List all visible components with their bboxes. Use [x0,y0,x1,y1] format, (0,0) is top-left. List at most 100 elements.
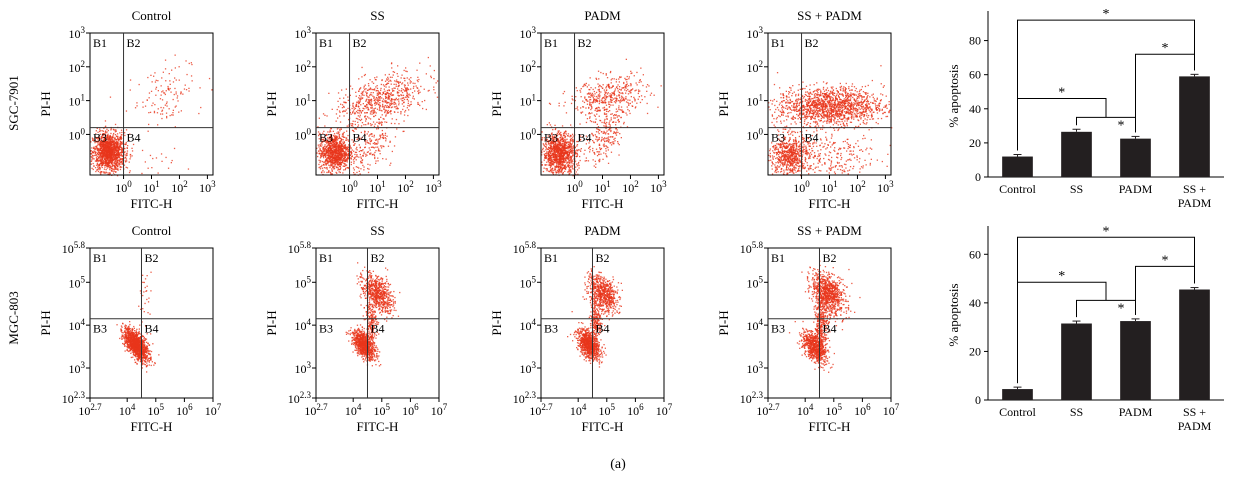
data-point [571,164,573,166]
data-point [116,154,119,156]
data-point [403,96,405,99]
data-point [571,145,573,148]
data-point [417,90,419,92]
data-point [562,171,564,174]
data-point [340,155,342,157]
data-point [604,137,606,139]
data-point [97,150,99,152]
data-point [554,150,556,152]
data-point [377,148,380,150]
data-point [553,156,555,158]
data-point [605,127,607,130]
data-point [100,173,102,175]
data-point [609,97,612,99]
data-point [344,160,346,162]
data-point [334,152,336,155]
data-point [103,137,105,139]
data-point [329,143,331,145]
data-point [558,158,560,160]
data-point [545,147,548,149]
data-point [552,159,554,161]
data-point [376,89,378,92]
data-point [173,147,176,150]
data-point [612,92,614,95]
data-point [545,139,548,141]
data-point [611,78,613,80]
data-point [182,93,184,95]
data-point [340,148,342,150]
data-point [374,151,376,154]
data-point [367,122,369,124]
data-point [111,138,113,140]
data-point [112,157,114,160]
data-point [127,145,129,147]
data-point [326,145,328,147]
data-point [322,155,324,157]
data-point [347,151,350,153]
data-point [559,139,561,142]
data-point [602,107,604,109]
data-point [191,63,193,66]
data-point [103,133,105,135]
data-point [566,138,568,140]
data-point [325,156,327,159]
data-point [105,125,107,127]
data-point [561,167,563,169]
data-point [611,113,613,115]
data-point [417,92,420,95]
data-point [618,107,620,109]
data-point [101,151,103,154]
data-point [104,135,106,137]
data-point [331,164,333,166]
data-point [105,161,107,164]
data-point [378,118,380,121]
data-point [352,105,354,107]
data-point [369,123,372,125]
data-point [157,108,159,110]
data-point [98,143,100,145]
data-point [394,87,396,89]
data-point [126,150,129,152]
data-point [327,140,329,143]
data-point [188,87,190,89]
data-point [557,162,560,164]
data-point [356,101,358,103]
data-point [637,92,639,95]
data-point [119,140,121,142]
data-point [365,124,367,126]
data-point [117,149,119,151]
data-point [374,88,376,90]
data-point [357,109,359,111]
data-point [116,141,118,143]
data-point [561,159,563,161]
data-point [562,161,564,163]
data-point [389,164,391,166]
data-point [108,146,110,149]
data-point [563,134,565,136]
data-point [329,160,331,162]
data-point [587,93,590,95]
data-point [404,109,407,112]
data-point [92,162,94,165]
data-point [106,165,108,168]
data-point [554,135,556,137]
data-point [115,158,117,160]
data-point [620,99,622,101]
data-point [346,125,348,127]
data-point [602,97,604,99]
data-point [387,76,389,78]
data-point [555,158,558,160]
data-point [118,154,121,156]
quadrant-label-b1: B1 [93,36,107,50]
data-point [109,154,111,156]
data-point [385,106,387,108]
data-point [333,168,335,170]
data-point [548,153,550,156]
data-point [349,151,352,153]
data-point [168,89,170,91]
data-point [108,165,110,167]
data-point [383,106,385,109]
data-point [341,155,343,158]
data-point [344,110,346,112]
data-point [384,80,387,82]
